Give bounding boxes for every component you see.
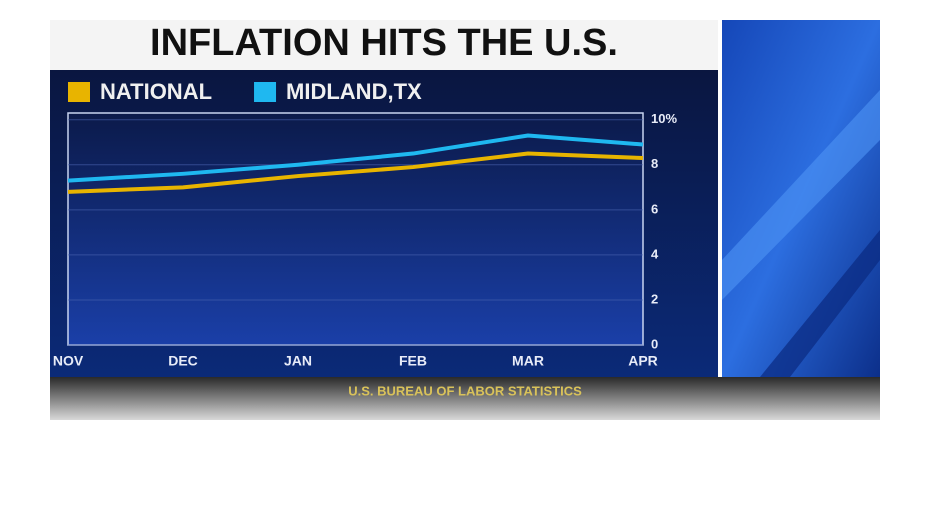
legend-label: NATIONAL: [100, 79, 212, 104]
legend-label: MIDLAND,TX: [286, 79, 422, 104]
y-tick-label: 4: [651, 246, 659, 261]
side-stripe: [760, 230, 880, 377]
y-tick-label: 8: [651, 156, 658, 171]
title-bar: [50, 20, 718, 70]
x-tick-label: MAR: [512, 353, 544, 369]
y-tick-label: 0: [651, 336, 658, 351]
x-tick-label: FEB: [399, 353, 427, 369]
data-line: [67, 133, 644, 183]
y-tick-label: 10%: [651, 111, 677, 126]
x-tick-label: DEC: [168, 353, 198, 369]
side-stripe: [722, 90, 880, 300]
y-tick-label: 2: [651, 291, 658, 306]
legend-swatch: [254, 82, 277, 102]
data-line: [67, 151, 644, 194]
source: U.S. BUREAU OF LABOR STATISTICS: [348, 383, 582, 398]
plot-area: [67, 112, 644, 346]
x-tick-label: APR: [628, 353, 658, 369]
x-tick-label: JAN: [284, 353, 312, 369]
x-tick-label: NOV: [53, 353, 84, 369]
chart-title: INFLATION HITS THE U.S.: [150, 22, 618, 64]
footer-bar: [50, 377, 880, 420]
y-tick-label: 6: [651, 201, 658, 216]
legend-swatch: [68, 82, 90, 102]
side-panel: [722, 20, 880, 377]
